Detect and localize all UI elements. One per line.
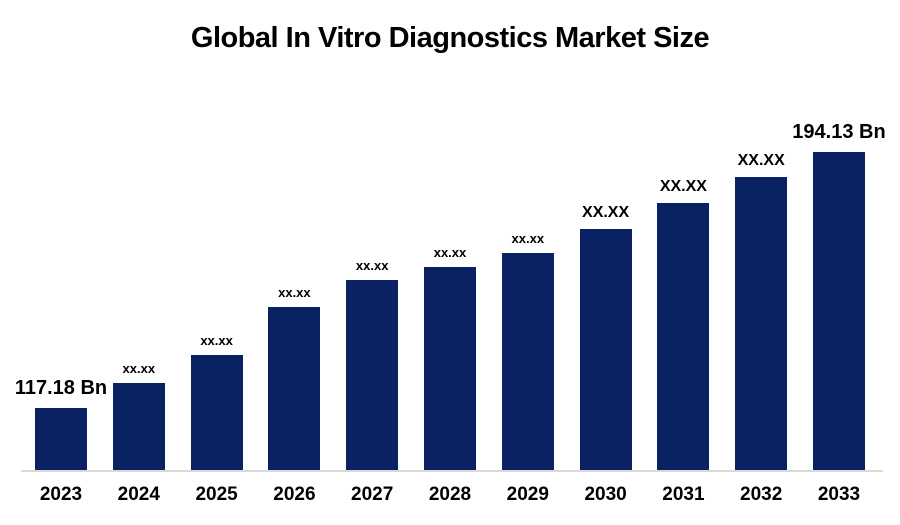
bar-2027 — [346, 280, 399, 470]
x-axis-tick-label-2033: 2033 — [817, 484, 861, 505]
bar-value-label-2027: xx.xx — [355, 257, 389, 273]
x-axis-tick-label-2026: 2026 — [273, 484, 316, 505]
bar-value-label-2024: xx.xx — [122, 360, 156, 376]
bar-2030 — [579, 229, 632, 470]
x-axis-tick-label-2032: 2032 — [740, 484, 783, 505]
x-axis-tick-label-2024: 2024 — [117, 484, 160, 505]
bar-2032 — [735, 177, 788, 470]
bar-value-label-2028: xx.xx — [433, 244, 467, 260]
x-axis-tick-label-2030: 2030 — [584, 484, 627, 505]
x-axis-tick-label-2029: 2029 — [506, 484, 549, 505]
bar-value-label-2032: XX.XX — [737, 152, 785, 170]
bar-value-label-2031: XX.XX — [659, 178, 707, 196]
bar-value-label-2033: 194.13 Bn — [792, 121, 886, 143]
bar-2024 — [112, 383, 165, 470]
bar-2033 — [813, 152, 865, 470]
bar-2025 — [190, 355, 243, 470]
bar-2028 — [424, 267, 476, 470]
chart-title: Global In Vitro Diagnostics Market Size — [190, 22, 710, 54]
x-axis-tick-label-2027: 2027 — [351, 484, 394, 505]
x-axis-line — [21, 470, 883, 472]
bar-value-label-2030: XX.XX — [582, 204, 630, 222]
bar-2026 — [268, 307, 321, 470]
bar-value-label-2023: 117.18 Bn — [14, 377, 108, 399]
x-axis-tick-label-2025: 2025 — [195, 484, 238, 505]
x-axis-tick-label-2023: 2023 — [39, 484, 83, 505]
bar-value-label-2026: xx.xx — [278, 284, 311, 300]
x-axis-tick-label-2031: 2031 — [662, 484, 705, 505]
bar-value-label-2025: xx.xx — [200, 332, 233, 348]
bar-value-label-2029: xx.xx — [511, 230, 545, 246]
x-axis-tick-label-2028: 2028 — [428, 484, 472, 505]
bar-2031 — [657, 203, 710, 470]
bar-2023 — [35, 408, 87, 470]
bar-2029 — [501, 253, 554, 470]
